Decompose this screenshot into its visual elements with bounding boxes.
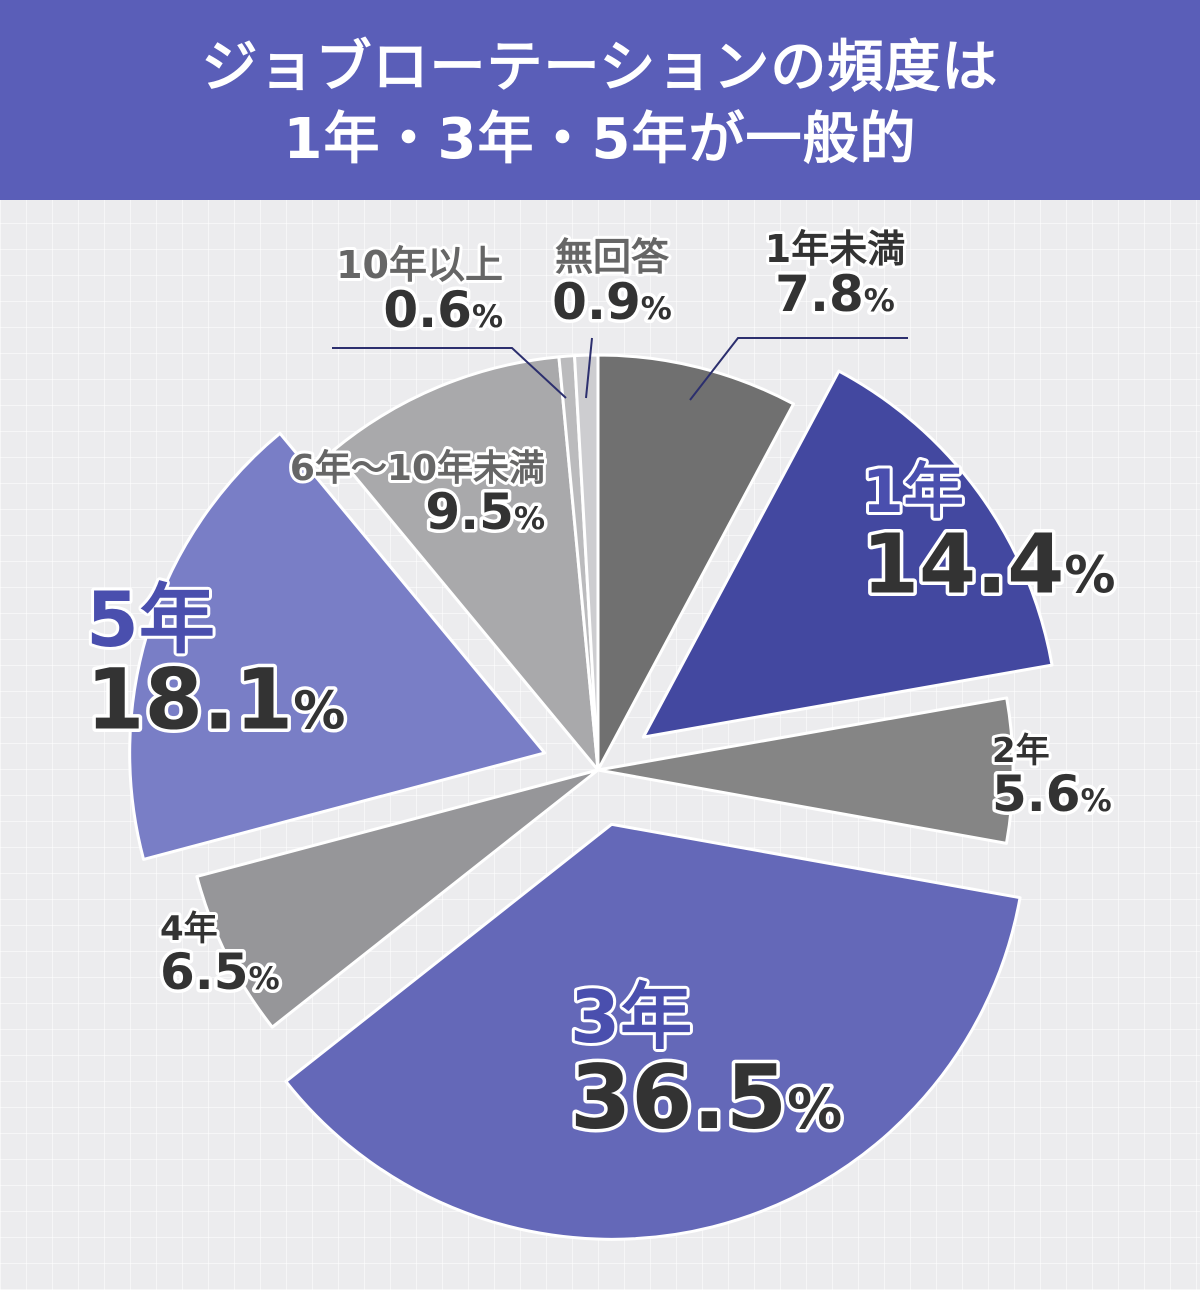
slice-label: 2年 [992, 731, 1050, 771]
leader-line [332, 347, 567, 399]
slice-label: 6年～10年未満 [290, 448, 545, 489]
pie-slice [641, 369, 1054, 739]
slice-label: 4年 [160, 909, 218, 949]
leader-line [585, 337, 593, 399]
slice-label: 3年 [570, 975, 692, 1059]
slice-value-label: 36.5% [570, 1046, 842, 1149]
slice-value-label: 18.1% [86, 650, 345, 748]
chart-title-line-1: ジョブローテーションの頻度は [201, 35, 999, 100]
slice-value-label: 0.6% [383, 281, 503, 339]
slice-value-label: 5.6% [992, 765, 1112, 823]
chart-title-line-2: 1年・3年・5年が一般的 [283, 107, 917, 172]
slice-value-label: 9.5% [425, 483, 545, 541]
slice-label: 無回答 [555, 235, 670, 279]
pie-slices [128, 353, 1054, 1241]
pie-slice [596, 696, 1015, 845]
leader-line [689, 337, 908, 401]
slice-label: 1年 [862, 457, 964, 527]
slice-label: 10年以上 [336, 243, 503, 287]
slice-value-label: 6.5% [160, 943, 280, 1001]
slice-value-label: 7.8% [775, 265, 895, 323]
title-bar: ジョブローテーションの頻度は 1年・3年・5年が一般的 [0, 0, 1200, 200]
pie-slice [331, 355, 600, 772]
slice-label: 1年未満 [765, 227, 905, 271]
slice-value-label: 0.9% [552, 273, 672, 331]
pie-slice [195, 768, 600, 1029]
slice-value-label: 14.4% [862, 517, 1115, 612]
pie-slice [596, 353, 796, 772]
pie-slice [284, 822, 1022, 1241]
slice-label: 5年 [86, 575, 215, 664]
pie-slice [573, 353, 600, 772]
pie-slice [128, 431, 547, 861]
